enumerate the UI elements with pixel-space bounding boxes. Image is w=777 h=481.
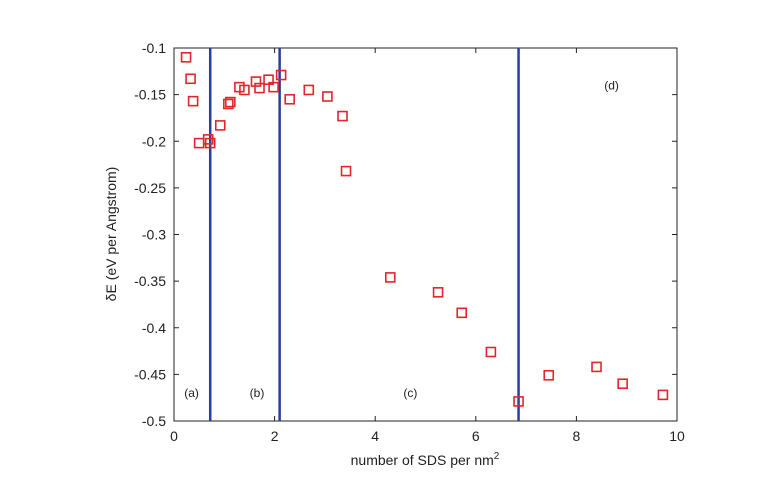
y-tick-label: -0.1	[142, 40, 166, 56]
y-tick-label: -0.45	[134, 366, 166, 382]
data-point	[223, 98, 234, 110]
data-point	[284, 93, 295, 105]
y-tick-label: -0.5	[142, 413, 166, 429]
y-tick-label: -0.2	[142, 133, 166, 149]
x-tick-label: 6	[472, 428, 480, 444]
region-label: (c)	[403, 386, 417, 400]
data-point	[657, 389, 669, 401]
data-point	[254, 82, 265, 94]
data-point	[513, 396, 524, 407]
data-point	[456, 307, 468, 319]
y-tick-label: -0.35	[134, 273, 166, 289]
x-tick-label: 8	[573, 428, 581, 444]
data-point	[432, 287, 444, 298]
x-axis-label: number of SDS per nm2	[351, 451, 500, 468]
y-tick-label: -0.4	[142, 320, 166, 336]
x-tick-label: 10	[669, 428, 685, 444]
data-point	[617, 378, 628, 390]
data-point	[250, 76, 262, 87]
plot-area	[173, 47, 678, 422]
region-label: (a)	[184, 386, 199, 400]
data-point	[268, 81, 279, 93]
data-point	[275, 69, 287, 81]
y-tick-label: -0.15	[134, 87, 166, 103]
x-tick-label: 0	[170, 428, 178, 444]
region-labels: (a) (b) (c) (d)	[184, 78, 619, 400]
data-point	[337, 110, 348, 122]
x-tick-label: 4	[371, 428, 379, 444]
data-point	[214, 120, 226, 131]
data-point	[543, 370, 555, 381]
data-points	[180, 52, 669, 407]
data-point	[340, 165, 352, 177]
data-point	[180, 52, 192, 63]
y-tick-label: -0.3	[142, 227, 166, 243]
data-point	[204, 137, 216, 149]
y-tick-label: -0.25	[134, 180, 166, 196]
x-tick-label: 2	[271, 428, 279, 444]
x-axis-ticks: 0 2 4 6 8 10	[170, 48, 685, 444]
region-boundary-lines	[208, 48, 520, 421]
y-axis-ticks: -0.5 -0.45 -0.4 -0.35 -0.3 -0.25 -0.2 -0.15 -0.1	[134, 40, 677, 429]
data-point	[185, 73, 196, 85]
region-label: (b)	[250, 386, 265, 400]
data-point	[239, 84, 250, 96]
data-point	[384, 272, 396, 283]
data-point	[303, 84, 315, 96]
data-point	[485, 346, 497, 358]
y-axis-label: δE (eV per Angstrom)	[103, 167, 119, 302]
data-point	[322, 91, 333, 102]
region-label: (d)	[604, 78, 619, 92]
data-point	[187, 95, 199, 107]
data-point	[225, 96, 236, 108]
data-point	[591, 361, 602, 373]
